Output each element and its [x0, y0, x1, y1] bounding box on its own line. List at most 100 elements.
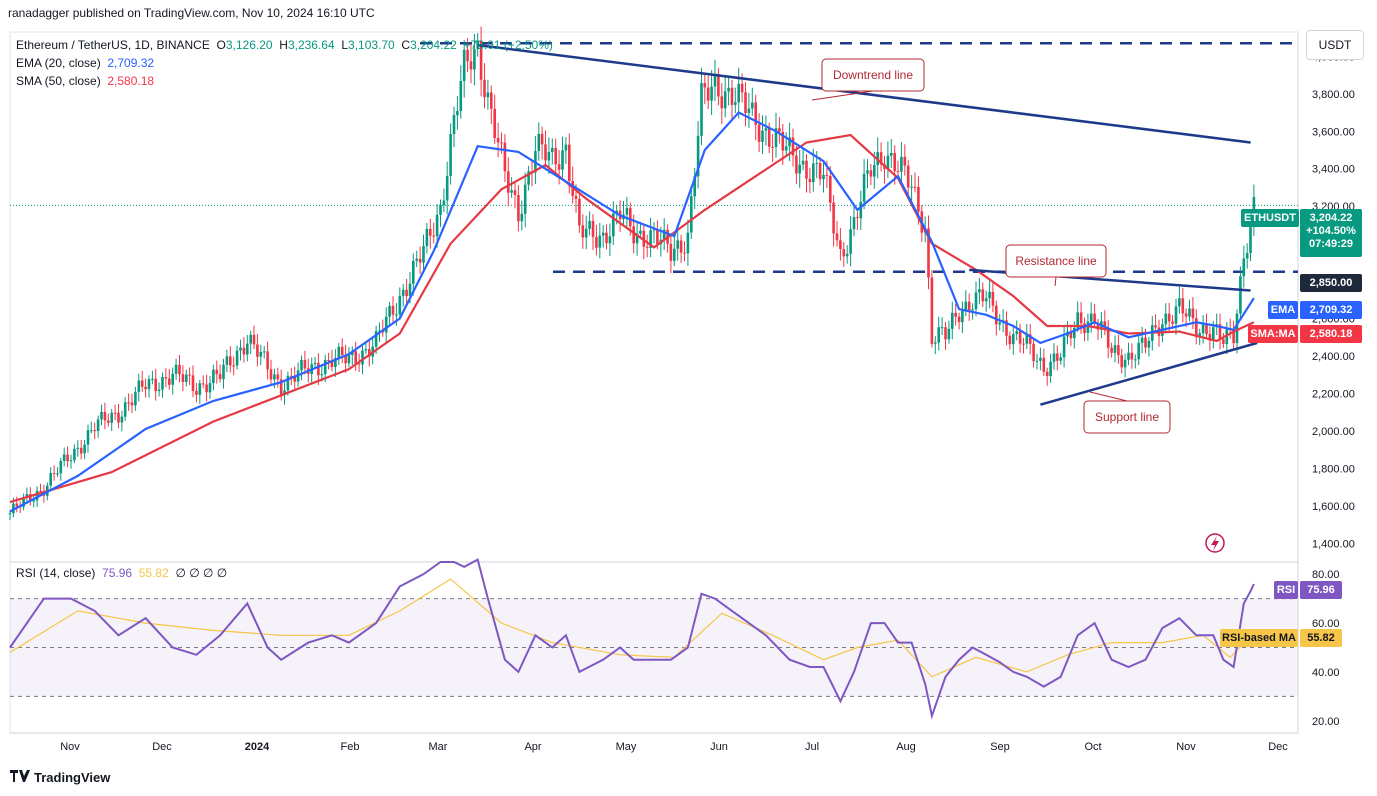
candle-body — [859, 201, 863, 219]
candle-body — [1178, 298, 1181, 307]
candle-body — [974, 292, 978, 310]
rsi-tag-badge-bg[interactable] — [1274, 581, 1298, 599]
candle-body — [83, 444, 86, 454]
price-badge-bg[interactable] — [1300, 209, 1362, 257]
candle-body — [378, 330, 381, 332]
candle-body — [107, 420, 110, 423]
sma-tag-badge-bg[interactable] — [1248, 325, 1298, 343]
candle-body — [1239, 276, 1242, 314]
publisher-line: ranadagger published on TradingView.com,… — [8, 6, 375, 20]
tradingview-logo[interactable]: TradingView — [10, 770, 110, 785]
candle-body — [208, 383, 212, 393]
candle-body — [696, 135, 700, 177]
rsi-legend-label[interactable]: RSI (14, close) — [16, 566, 96, 580]
downtrend-line[interactable] — [477, 43, 1251, 144]
price-tick-label: 2,000.00 — [1312, 426, 1355, 438]
candle-body — [1022, 343, 1025, 345]
rsi-ma-tag-badge-text: RSI-based MA — [1222, 632, 1296, 644]
candle-body — [479, 40, 483, 80]
lightning-icon[interactable] — [1205, 533, 1225, 553]
candle-body — [127, 402, 130, 404]
candle-body — [801, 160, 805, 165]
candle-body — [435, 214, 439, 237]
candle-body — [22, 497, 25, 507]
rsi-legend: RSI (14, close) 75.96 55.82 ∅ ∅ ∅ ∅ — [16, 566, 227, 580]
candle-body — [1171, 321, 1174, 324]
candle-body — [395, 314, 398, 316]
candle-body — [222, 364, 225, 380]
candle-body — [540, 133, 544, 145]
candle-body — [1249, 222, 1252, 253]
candle-body — [913, 186, 917, 188]
downtrend-callout-label: Downtrend line — [833, 68, 913, 82]
rsi-line[interactable] — [9, 558, 1255, 720]
candle-body — [388, 305, 391, 317]
candle-body — [1035, 360, 1039, 362]
candle-body — [466, 49, 469, 62]
rsi-ma-value-badge-bg[interactable] — [1300, 629, 1342, 647]
candle-body — [978, 289, 981, 293]
candle-body — [198, 383, 202, 395]
resistance-callout-box[interactable] — [1005, 244, 1107, 278]
candle-body — [93, 430, 96, 432]
low-label: L — [341, 38, 349, 52]
candle-body — [510, 190, 513, 193]
symbol-title[interactable]: Ethereum / TetherUS, 1D, BINANCE — [16, 38, 210, 52]
candle-body — [673, 248, 676, 261]
candle-body — [439, 204, 442, 215]
candle-body — [1028, 334, 1032, 344]
sma-line[interactable] — [9, 133, 1255, 504]
candle-body — [781, 131, 785, 151]
rsi-ma-tag-badge-bg[interactable] — [1220, 629, 1298, 647]
candle-body — [866, 170, 869, 174]
candle-body — [449, 134, 452, 176]
downtrend-callout-box[interactable] — [821, 58, 925, 92]
ema-value-badge-bg[interactable] — [1300, 301, 1362, 319]
candle-body — [964, 301, 968, 311]
candle-body — [52, 473, 56, 474]
level-badge-bg[interactable] — [1300, 274, 1362, 292]
candle-body — [62, 454, 66, 461]
candle-body — [1113, 345, 1117, 353]
candle-body — [513, 190, 517, 195]
time-tick-label: Mar — [429, 741, 448, 753]
ema-tag-badge-bg[interactable] — [1268, 301, 1298, 319]
candle-body — [246, 343, 249, 355]
candle-body — [1201, 324, 1205, 334]
currency-selector[interactable]: USDT — [1306, 30, 1364, 60]
ema-legend-label[interactable]: EMA (20, close) — [16, 56, 101, 70]
candle-body — [313, 362, 317, 365]
rsi-ma-value-badge-text: 55.82 — [1307, 632, 1335, 644]
support-line[interactable] — [1040, 341, 1258, 406]
ema-legend-value: 2,709.32 — [107, 56, 155, 70]
candle-body — [893, 153, 896, 171]
candle-body — [903, 156, 907, 166]
candle-body — [1110, 347, 1113, 353]
candle-body — [1123, 359, 1127, 368]
time-tick-label: Feb — [341, 741, 360, 753]
sma-legend-label[interactable]: SMA (50, close) — [16, 74, 101, 88]
candle-body — [995, 305, 998, 325]
candle-body — [808, 178, 812, 183]
candle-body — [1164, 313, 1168, 325]
ticker-badge-bg[interactable] — [1241, 209, 1299, 227]
ema-line[interactable] — [9, 111, 1255, 513]
candle-body — [788, 137, 791, 147]
candle-body — [405, 289, 408, 297]
candle-body — [757, 124, 761, 142]
time-tick-label: Jul — [805, 741, 819, 753]
candle-body — [273, 374, 276, 380]
resistance-callout-label: Resistance line — [1015, 254, 1097, 268]
candle-body — [408, 283, 412, 297]
candle-body — [849, 229, 852, 254]
candle-body — [520, 213, 524, 222]
candle-body — [652, 229, 656, 231]
candle-body — [595, 237, 598, 248]
candle-body — [117, 412, 120, 423]
candle-body — [822, 175, 825, 180]
sma-value-badge-bg[interactable] — [1300, 325, 1362, 343]
rsi-value-badge-bg[interactable] — [1300, 581, 1342, 599]
support-callout-box[interactable] — [1083, 400, 1171, 434]
close-value: 3,204.22 — [410, 38, 457, 52]
